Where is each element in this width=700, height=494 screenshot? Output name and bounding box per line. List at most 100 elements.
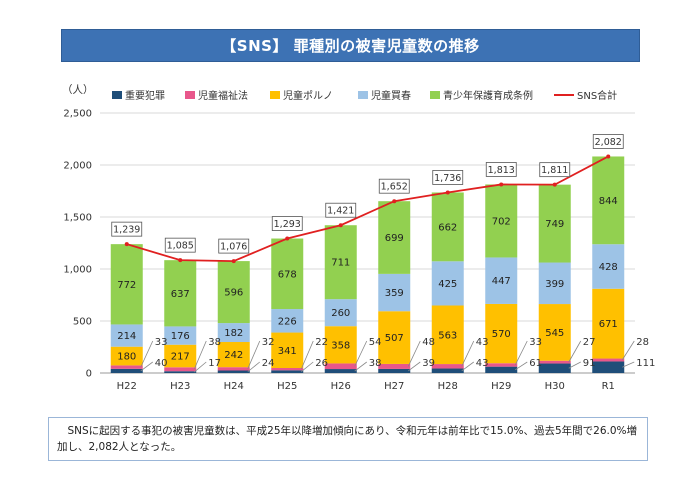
x-tick-label: H25 — [277, 381, 297, 392]
bar-segment-porn — [485, 303, 518, 364]
bar-segment-youth — [217, 261, 250, 324]
bar-segment-serious — [324, 369, 357, 373]
bar-segment-porn — [217, 342, 250, 368]
bar-segment-serious — [378, 368, 411, 373]
callout-leader — [408, 361, 421, 372]
total-label-box — [111, 221, 143, 237]
y-tick-label: 1,000 — [63, 265, 92, 276]
bar-segment-youth — [378, 201, 411, 274]
total-label-box — [485, 162, 517, 177]
total-label-box — [378, 178, 410, 194]
callout-leader — [140, 361, 153, 372]
x-tick-label: H24 — [224, 381, 244, 392]
bar-segment-youth — [431, 192, 464, 262]
callout-leader — [354, 361, 367, 372]
bar-segment-prostitution — [378, 273, 411, 312]
data-label-youth: 844 — [599, 196, 618, 207]
bar-segment-serious — [431, 368, 464, 373]
data-label-serious: 38 — [369, 358, 382, 369]
data-label-welfare: 48 — [422, 337, 435, 348]
legend-swatch — [185, 91, 195, 99]
callout-leader — [300, 361, 314, 372]
x-tick-label: H29 — [491, 381, 511, 392]
callout-leader — [247, 361, 261, 373]
callout-leader — [568, 340, 582, 363]
y-tick-label: 1,500 — [63, 213, 92, 224]
callout-leader — [140, 340, 154, 368]
data-label-porn: 507 — [385, 333, 404, 344]
data-label-porn: 671 — [599, 319, 618, 330]
bar-segment-youth — [110, 244, 143, 325]
legend-swatch — [358, 91, 368, 99]
summary-note: SNSに起因する事犯の被害児童数は、平成25年以降増加傾向にあり、令和元年は前年… — [48, 417, 648, 461]
callout-leader — [300, 340, 314, 370]
data-label-prostitution: 176 — [171, 331, 190, 342]
bar-segment-youth — [164, 260, 197, 327]
data-label-youth: 702 — [492, 216, 511, 227]
y-tick-label: 2,000 — [63, 161, 92, 172]
bar-segment-porn — [592, 288, 625, 359]
total-point — [124, 242, 129, 247]
data-label-youth: 749 — [545, 219, 564, 230]
data-label-welfare: 32 — [262, 337, 275, 348]
legend-label: 児童ポルノ — [283, 89, 333, 102]
bar-segment-serious — [164, 371, 197, 373]
callout-leader — [621, 340, 635, 361]
total-label: 1,239 — [113, 225, 140, 236]
x-tick-label: H27 — [384, 381, 404, 392]
callout-leader — [461, 340, 475, 367]
data-label-prostitution: 425 — [438, 279, 457, 290]
data-label-youth: 711 — [331, 258, 350, 269]
x-tick-label: H30 — [545, 381, 565, 392]
data-label-porn: 545 — [545, 328, 564, 339]
callout-leader — [568, 361, 581, 369]
data-label-welfare: 33 — [529, 337, 542, 348]
bar-segment-prostitution — [271, 309, 304, 333]
callout-leader — [514, 340, 528, 366]
bar-segment-serious — [271, 370, 304, 373]
data-label-serious: 111 — [636, 358, 655, 369]
stacked-bar-chart: （人） 0 500 1,000 1,500 2,000 2,500 重要犯罪 児童福祉法 児童ポル… — [62, 84, 655, 392]
total-label-box — [271, 216, 303, 231]
data-label-serious: 43 — [476, 358, 489, 369]
y-unit-label: （人） — [62, 84, 94, 96]
bar-segment-prostitution — [217, 323, 250, 343]
bar-segment-prostitution — [485, 257, 518, 304]
bar-segment-prostitution — [538, 262, 571, 305]
total-line — [126, 155, 609, 262]
data-label-youth: 662 — [438, 222, 457, 233]
data-label-serious: 17 — [208, 358, 221, 369]
callout-leader — [515, 361, 528, 371]
bar-segment-porn — [538, 304, 571, 361]
total-label-box — [432, 170, 464, 185]
bar-segment-welfare — [485, 363, 518, 367]
x-tick-label: H28 — [438, 381, 458, 392]
data-label-serious: 61 — [529, 358, 542, 369]
total-label: 1,076 — [220, 242, 247, 253]
total-label: 1,652 — [381, 182, 408, 193]
data-label-porn: 217 — [171, 351, 190, 362]
bar-segment-serious — [485, 366, 518, 373]
bar-segment-porn — [271, 332, 304, 369]
data-label-porn: 341 — [278, 346, 297, 357]
data-label-prostitution: 428 — [599, 262, 618, 273]
data-label-porn: 180 — [117, 352, 136, 363]
total-label: 2,082 — [595, 137, 622, 148]
total-point — [231, 259, 236, 264]
bar-segment-welfare — [324, 363, 357, 370]
callout-leader — [193, 361, 207, 373]
data-label-welfare: 27 — [583, 337, 596, 348]
bar-segment-youth — [324, 225, 357, 300]
total-label: 1,421 — [327, 206, 354, 217]
bar-segment-porn — [378, 311, 411, 364]
bar-segment-prostitution — [164, 326, 197, 345]
callout-leader — [247, 340, 261, 369]
total-point — [606, 154, 611, 159]
legend-swatch — [430, 91, 440, 99]
total-point — [445, 190, 450, 195]
total-label-box — [164, 237, 196, 253]
bar-segment-youth — [271, 238, 304, 310]
chart-title: 【SNS】 罪種別の被害児童数の推移 — [221, 37, 480, 55]
bar-segment-welfare — [271, 368, 304, 371]
legend-label: 重要犯罪 — [125, 89, 165, 102]
